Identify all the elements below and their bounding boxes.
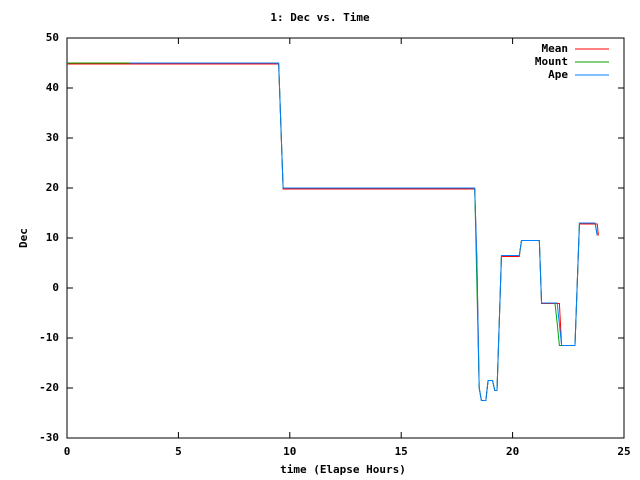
legend-label: Mount [535, 55, 568, 68]
legend-label: Mean [542, 42, 569, 55]
y-tick-label: 10 [46, 231, 59, 244]
chart-title: 1: Dec vs. Time [270, 11, 370, 24]
y-tick-label: 50 [46, 31, 59, 44]
legend-label: Ape [548, 68, 568, 81]
y-axis-label: Dec [17, 228, 30, 248]
y-tick-label: -30 [39, 431, 59, 444]
y-tick-label: 30 [46, 131, 59, 144]
y-tick-label: 0 [52, 281, 59, 294]
x-axis-label: time (Elapse Hours) [280, 463, 406, 476]
x-tick-label: 5 [175, 445, 182, 458]
y-tick-label: -20 [39, 381, 59, 394]
x-tick-label: 10 [283, 445, 296, 458]
y-tick-label: 20 [46, 181, 59, 194]
series-line [129, 62, 598, 401]
x-tick-label: 25 [617, 445, 630, 458]
x-tick-label: 15 [395, 445, 408, 458]
x-tick-label: 0 [64, 445, 71, 458]
y-tick-label: -10 [39, 331, 59, 344]
y-tick-label: 40 [46, 81, 59, 94]
x-tick-label: 20 [506, 445, 519, 458]
